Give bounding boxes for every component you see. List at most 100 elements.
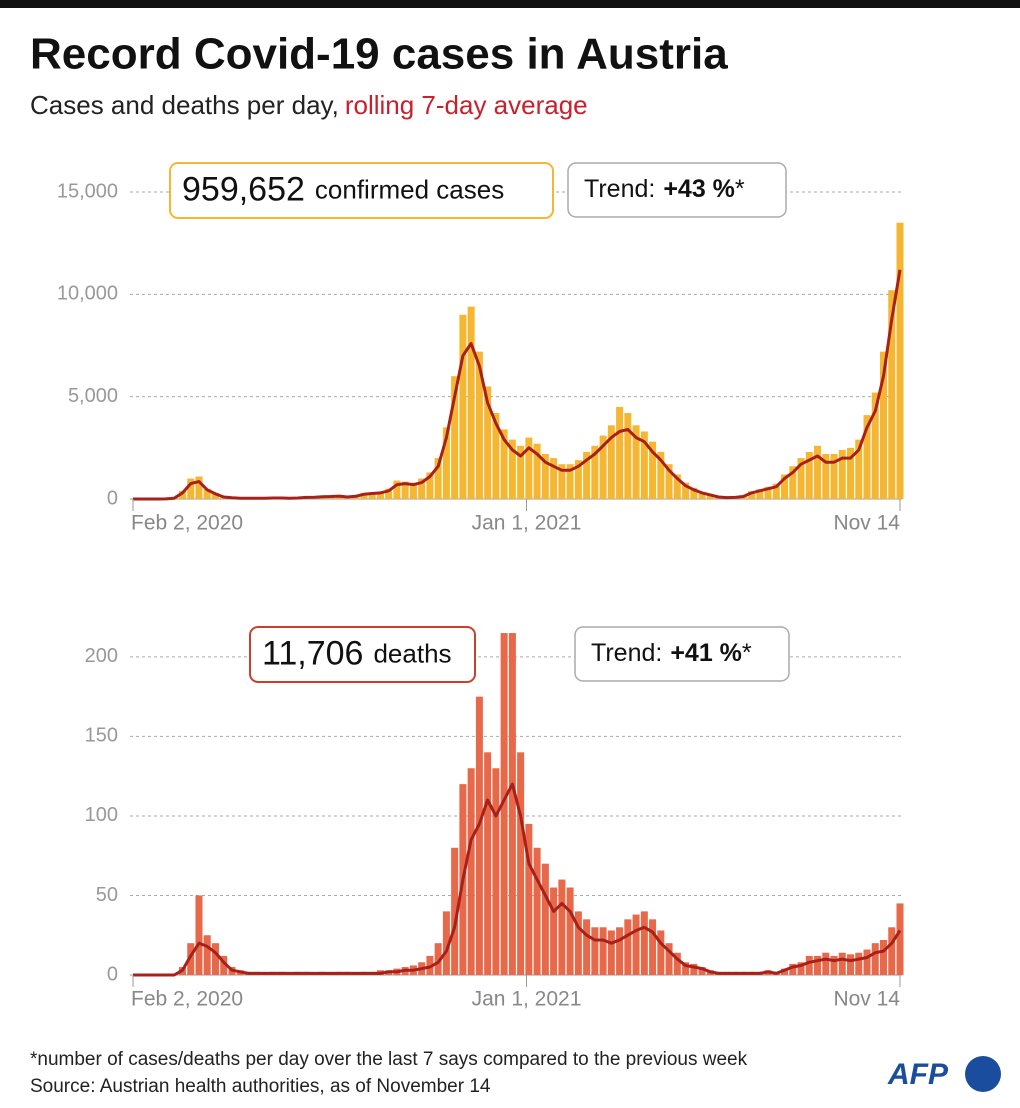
total-value: 959,652 xyxy=(182,170,305,208)
bar xyxy=(756,489,764,499)
bar xyxy=(211,492,219,499)
bar xyxy=(203,935,211,975)
bar xyxy=(492,768,500,975)
bar xyxy=(467,306,475,499)
bar xyxy=(797,458,805,499)
bar xyxy=(690,963,698,975)
x-tick-label: Jan 1, 2021 xyxy=(472,512,582,535)
bar xyxy=(492,413,500,499)
bar xyxy=(838,952,846,975)
y-tick-label: 10,000 xyxy=(57,283,118,305)
bar xyxy=(574,460,582,499)
bar xyxy=(525,823,533,975)
x-tick-label: Nov 14 xyxy=(833,988,900,1011)
bar xyxy=(558,464,566,499)
bar xyxy=(376,491,384,499)
bar xyxy=(632,914,640,975)
bar xyxy=(550,887,558,975)
bar xyxy=(517,752,525,975)
bar xyxy=(385,488,393,499)
y-tick-label: 0 xyxy=(107,487,118,509)
bar xyxy=(649,441,657,499)
bar xyxy=(665,464,673,499)
bar xyxy=(533,847,541,975)
logo: AFP xyxy=(887,1058,949,1091)
bar xyxy=(360,492,368,499)
bar xyxy=(690,487,698,499)
total-value: 11,706 xyxy=(262,634,363,672)
bar xyxy=(195,476,203,499)
bar xyxy=(673,474,681,499)
bar xyxy=(550,458,558,499)
bar xyxy=(640,431,648,499)
subtitle: Cases and deaths per day, rolling 7-day a… xyxy=(30,90,588,120)
average-line xyxy=(133,269,902,501)
bar xyxy=(822,952,830,975)
bar xyxy=(591,927,599,975)
y-tick-label: 150 xyxy=(85,725,118,747)
bar xyxy=(607,425,615,499)
bar xyxy=(624,919,632,975)
total-annotation: 959,652 confirmed cases xyxy=(182,170,504,208)
bar xyxy=(657,451,665,499)
bar xyxy=(607,930,615,975)
bar xyxy=(748,491,756,499)
bar xyxy=(475,351,483,499)
bar xyxy=(220,955,228,975)
bar xyxy=(500,633,508,975)
trend-box xyxy=(574,626,790,682)
bar xyxy=(558,879,566,975)
bar xyxy=(599,435,607,499)
bar xyxy=(682,482,690,499)
title: Record Covid-19 cases in Austria xyxy=(30,30,728,79)
subtitle-highlight: rolling 7-day average xyxy=(345,90,588,120)
bar xyxy=(418,478,426,499)
bar xyxy=(871,392,879,499)
bar xyxy=(442,911,450,975)
total-annotation: 11,706 deaths xyxy=(262,634,452,672)
bar xyxy=(203,488,211,499)
bar xyxy=(772,483,780,499)
bar xyxy=(880,351,888,499)
bar xyxy=(781,474,789,499)
bar xyxy=(409,482,417,499)
trend-annotation: Trend: +43 %* xyxy=(584,175,745,203)
y-tick-label: 0 xyxy=(107,963,118,985)
trend-value: +43 % xyxy=(663,175,735,203)
bar xyxy=(508,633,516,975)
bar xyxy=(855,439,863,499)
bar xyxy=(574,911,582,975)
bar xyxy=(500,429,508,499)
top-rule xyxy=(0,0,1020,8)
average-line xyxy=(133,782,902,977)
x-tick-label: Feb 2, 2020 xyxy=(131,988,243,1011)
bar xyxy=(888,927,896,975)
bar xyxy=(665,943,673,975)
bar xyxy=(896,222,904,499)
bar xyxy=(657,930,665,975)
bar xyxy=(442,427,450,499)
bar xyxy=(682,962,690,975)
chart: 0 50 100 150 200 Feb 2, 2020 Jan 1, 2021 Nov 14… xyxy=(85,626,904,1011)
y-tick-label: 15,000 xyxy=(57,180,118,202)
bar xyxy=(698,967,706,975)
y-tick-label: 5,000 xyxy=(68,385,118,407)
bar xyxy=(195,895,203,975)
bar xyxy=(781,968,789,975)
bar xyxy=(616,406,624,499)
bar xyxy=(533,443,541,499)
trend-annotation: Trend: +41 %* xyxy=(591,639,752,667)
bar xyxy=(401,481,409,499)
y-tick-label: 50 xyxy=(96,884,118,906)
bar xyxy=(871,943,879,975)
total-box xyxy=(169,162,554,219)
bar xyxy=(393,480,401,499)
y-tick-label: 200 xyxy=(85,645,118,667)
bar xyxy=(583,451,591,499)
bar xyxy=(368,492,376,499)
bar xyxy=(673,952,681,975)
bar xyxy=(880,940,888,975)
x-tick-label: Jan 1, 2021 xyxy=(472,988,582,1011)
bar xyxy=(847,447,855,499)
bar xyxy=(863,949,871,975)
